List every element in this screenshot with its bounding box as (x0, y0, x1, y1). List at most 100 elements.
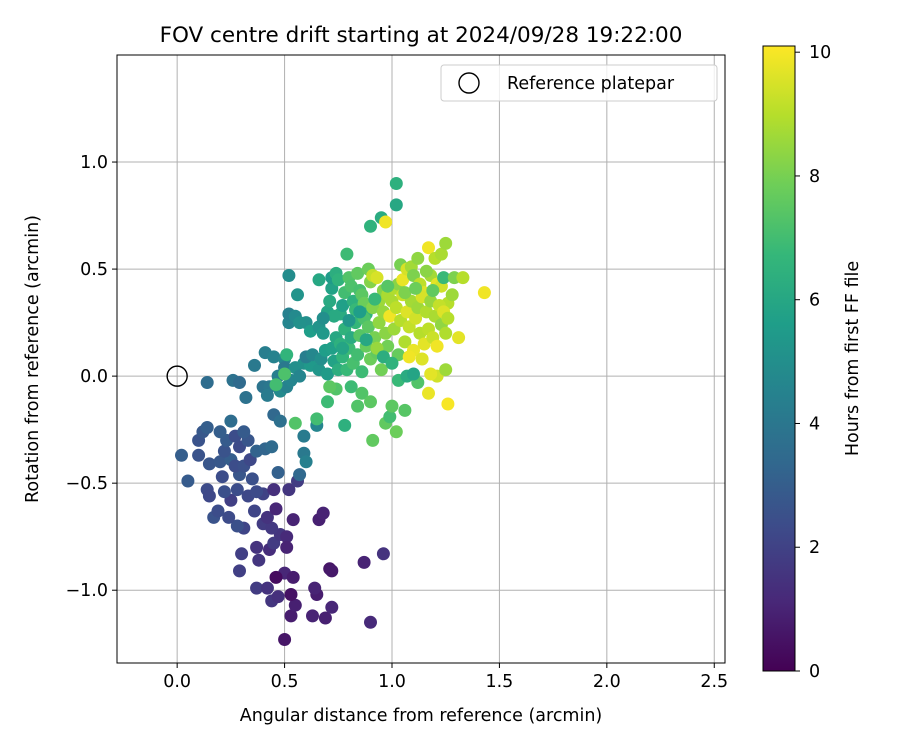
data-point (419, 264, 433, 278)
data-point (211, 504, 225, 518)
data-point (250, 485, 264, 499)
data-point (325, 564, 339, 578)
data-point (175, 448, 188, 462)
data-point (411, 251, 425, 265)
data-point (351, 266, 365, 280)
data-point (445, 288, 459, 302)
y-tick-label: 0.0 (80, 367, 108, 387)
data-point (396, 273, 410, 287)
x-tick-label: 0.0 (163, 672, 191, 692)
data-point (422, 386, 435, 400)
legend-label: Reference platepar (507, 74, 675, 94)
colorbar-tick-label: 10 (809, 43, 831, 63)
data-point (422, 241, 435, 255)
chart-title: FOV centre drift starting at 2024/09/28 … (160, 23, 683, 48)
data-point (280, 530, 294, 544)
data-points (175, 177, 491, 646)
data-point (327, 309, 341, 323)
data-point (224, 414, 238, 428)
data-point (402, 350, 416, 364)
y-tick-label: 0.5 (80, 260, 108, 280)
data-point (278, 633, 292, 646)
data-point (310, 412, 324, 426)
data-point (398, 403, 412, 417)
data-point (323, 380, 337, 394)
data-point (280, 348, 294, 362)
data-point (439, 363, 453, 377)
data-point (297, 429, 311, 443)
data-point (439, 326, 453, 340)
data-point (415, 352, 429, 366)
data-point (351, 399, 365, 413)
data-point (381, 339, 395, 353)
data-point (441, 311, 455, 325)
data-point (269, 570, 283, 584)
data-point (381, 279, 395, 293)
data-point (383, 410, 397, 424)
data-point (250, 540, 264, 554)
data-point (368, 292, 382, 306)
data-point (237, 425, 251, 439)
data-point (456, 271, 470, 285)
data-point (336, 299, 350, 312)
data-point (269, 378, 283, 392)
data-point (291, 288, 304, 302)
data-point (293, 316, 307, 330)
data-point (267, 483, 281, 497)
colorbar: 0 2 4 6 8 10 Hours from first FF file (762, 43, 863, 682)
data-point (306, 609, 319, 623)
data-point (213, 425, 227, 439)
data-point (235, 547, 249, 561)
plot-frame (116, 54, 726, 664)
data-point (181, 474, 195, 488)
data-point (202, 489, 216, 503)
data-point (361, 320, 375, 334)
axis-ticks: 0.0 0.5 1.0 1.5 2.0 2.5 −1.0 −0.5 0.0 0.5 1.0 (66, 153, 729, 692)
data-point (409, 281, 423, 295)
data-point (222, 510, 236, 524)
x-axis-label: Angular distance from reference (arcmin) (240, 706, 603, 726)
data-point (353, 305, 367, 319)
data-point (316, 311, 330, 325)
y-axis-label: Rotation from reference (arcmin) (23, 215, 43, 503)
data-point (200, 421, 214, 434)
data-point (374, 363, 388, 377)
data-point (370, 271, 384, 285)
data-point (273, 414, 287, 428)
data-point (439, 236, 453, 250)
data-point (260, 581, 274, 595)
data-point (200, 376, 214, 389)
data-point (366, 433, 380, 447)
data-point (192, 448, 206, 462)
data-point (293, 369, 307, 383)
data-point (284, 588, 298, 601)
data-point (364, 395, 377, 409)
data-point (434, 247, 448, 261)
data-point (248, 504, 261, 518)
x-tick-label: 2.5 (700, 672, 728, 692)
data-point (409, 311, 423, 325)
data-point (288, 416, 302, 430)
data-point (340, 247, 354, 261)
data-point (351, 348, 365, 362)
data-point (389, 177, 403, 190)
data-point (398, 335, 412, 349)
data-point (359, 333, 373, 347)
data-point (321, 367, 334, 381)
data-point (202, 457, 216, 471)
data-point (233, 376, 246, 389)
data-point (260, 388, 274, 402)
colorbar-tick-label: 2 (809, 538, 820, 558)
data-point (452, 331, 466, 345)
data-point (267, 350, 281, 364)
data-point (215, 470, 229, 484)
data-point (217, 485, 231, 499)
data-point (239, 391, 253, 404)
data-point (248, 358, 261, 372)
data-point (344, 380, 358, 394)
legend-marker-open-circle (458, 72, 480, 94)
data-point (260, 510, 274, 524)
legend: Reference platepar (440, 64, 718, 102)
data-point (342, 314, 356, 327)
